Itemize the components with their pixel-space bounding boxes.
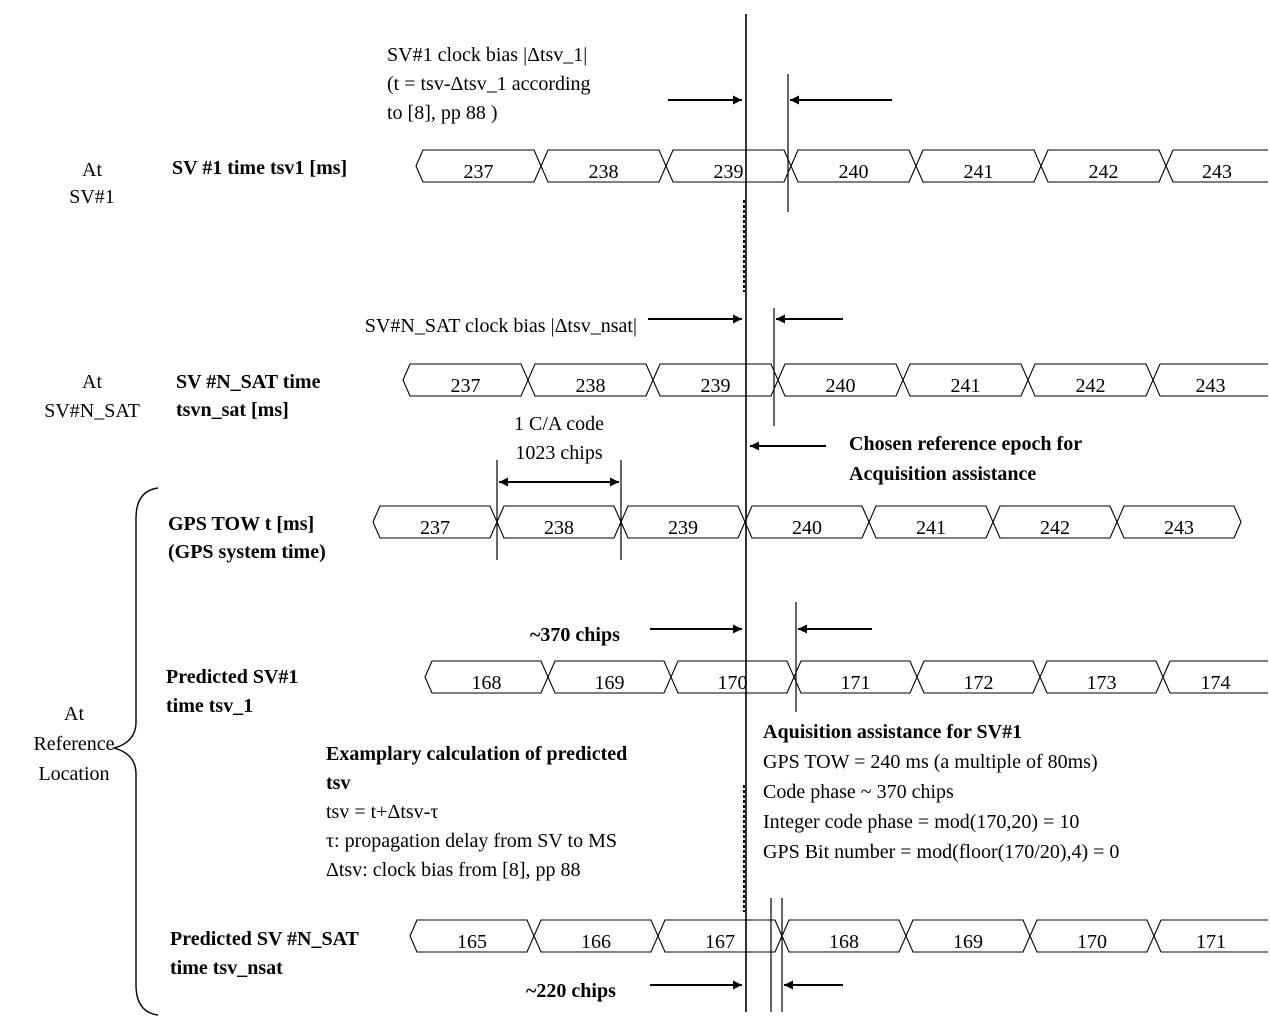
reference-label-line: Location [38, 763, 109, 785]
predicted-svn-timeline: 165 166 167 168 169 170 171 [409, 919, 1268, 953]
row-title: SV #1 time tsv1 [ms] [172, 157, 347, 179]
timeline-cell-label: 168 [472, 672, 502, 694]
reference-brace [111, 487, 159, 1016]
side-label-line: SV#1 [69, 186, 115, 208]
row-title: Predicted SV #N_SAT [170, 928, 360, 950]
timeline-cell-label: 172 [964, 672, 994, 694]
gps-tow-timeline: 237 238 239 240 241 242 243 [372, 505, 1242, 539]
chips-370-label: ~370 chips [530, 624, 620, 646]
row-title: Predicted SV#1 [166, 666, 298, 688]
timeline-cell-label: 166 [581, 931, 611, 953]
note-line: 1023 chips [515, 442, 602, 464]
timeline-cell [1162, 660, 1268, 694]
timeline-cell-label: 174 [1201, 672, 1231, 694]
assist-line: Integer code phase = mod(170,20) = 10 [763, 811, 1079, 833]
timeline-cell-label: 237 [451, 375, 481, 397]
note-line: Acquisition assistance [849, 463, 1036, 485]
example-title: tsv [326, 772, 350, 794]
timeline-cell [1153, 919, 1268, 953]
reference-label-line: Reference [33, 733, 114, 755]
timeline-cell-label: 243 [1164, 517, 1194, 539]
timeline-cell-label: 243 [1196, 375, 1226, 397]
row-title: GPS TOW t [ms] [168, 513, 314, 535]
timeline-cell-label: 238 [544, 517, 574, 539]
row-title: time tsv_nsat [170, 957, 283, 979]
timeline-cell-label: 241 [951, 375, 981, 397]
row-title: tsvn_sat [ms] [176, 399, 289, 421]
sv1-timeline: 237 238 239 240 241 242 243 [415, 149, 1268, 183]
timeline-cell-label: 237 [464, 161, 494, 183]
timeline-cell [1165, 149, 1268, 183]
timeline-cell-label: 240 [826, 375, 856, 397]
timeline-cell-label: 242 [1040, 517, 1070, 539]
assist-title: Aquisition assistance for SV#1 [763, 721, 1022, 743]
timeline-cell-label: 239 [701, 375, 731, 397]
svn-clock-bias-note: SV#N_SAT clock bias |Δtsv_nsat| [365, 315, 637, 337]
example-line: Δtsv: clock bias from [8], pp 88 [326, 859, 580, 881]
ca-code-note: 1 C/A code 1023 chips [514, 413, 604, 464]
reference-epoch-note: Chosen reference epoch for Acquisition a… [849, 433, 1082, 485]
sv1-clock-bias-note: SV#1 clock bias |Δtsv_1| (t = tsv-Δtsv_1… [387, 44, 591, 124]
sv1-side-label: At SV#1 [69, 159, 115, 208]
timeline-cell-label: 170 [1077, 931, 1107, 953]
note-line: Chosen reference epoch for [849, 433, 1082, 455]
timeline-cell-label: 240 [839, 161, 869, 183]
timeline-cell [1152, 363, 1268, 397]
timeline-cell-label: 242 [1076, 375, 1106, 397]
row-title: time tsv_1 [166, 695, 253, 717]
timeline-cell-label: 167 [705, 931, 735, 953]
reference-label-line: At [64, 703, 84, 725]
timeline-cell-label: 243 [1202, 161, 1232, 183]
example-calculation-block: Examplary calculation of predicted tsv t… [326, 743, 627, 881]
example-line: τ: propagation delay from SV to MS [326, 830, 617, 852]
note-line: to [8], pp 88 ) [387, 102, 498, 124]
assist-line: Code phase ~ 370 chips [763, 781, 954, 803]
timeline-cell-label: 170 [718, 672, 748, 694]
timeline-cell-label: 240 [792, 517, 822, 539]
assist-line: GPS Bit number = mod(floor(170/20),4) = … [763, 841, 1119, 863]
note-line: SV#1 clock bias |Δtsv_1| [387, 44, 587, 66]
timeline-cell-label: 171 [841, 672, 871, 694]
svn-side-label: At SV#N_SAT [44, 371, 140, 422]
svn-timeline: 237 238 239 240 241 242 243 [402, 363, 1268, 397]
timeline-cell-label: 238 [576, 375, 606, 397]
reference-location-label: At Reference Location [33, 703, 114, 785]
assist-line: GPS TOW = 240 ms (a multiple of 80ms) [763, 751, 1098, 773]
row-title: (GPS system time) [168, 541, 326, 563]
timeline-cell-label: 168 [829, 931, 859, 953]
side-label-line: At [82, 371, 102, 393]
example-line: tsv = t+Δtsv-τ [326, 801, 438, 823]
timeline-cell-label: 169 [953, 931, 983, 953]
predicted-sv1-timeline: 168 169 170 171 172 173 174 [424, 660, 1268, 694]
timeline-cell-label: 241 [964, 161, 994, 183]
timeline-cell-label: 171 [1196, 931, 1226, 953]
example-title: Examplary calculation of predicted [326, 743, 627, 765]
row-title: SV #N_SAT time [176, 371, 321, 393]
timeline-cell-label: 238 [589, 161, 619, 183]
timeline-cell-label: 239 [668, 517, 698, 539]
acquisition-assistance-block: Aquisition assistance for SV#1 GPS TOW =… [763, 721, 1119, 863]
side-label-line: At [82, 159, 102, 181]
note-line: 1 C/A code [514, 413, 604, 435]
timeline-cell-label: 237 [420, 517, 450, 539]
timeline-cell-label: 173 [1087, 672, 1117, 694]
note-line: (t = tsv-Δtsv_1 according [387, 73, 591, 95]
side-label-line: SV#N_SAT [44, 400, 140, 422]
timeline-cell [1116, 505, 1242, 539]
timeline-cell-label: 169 [595, 672, 625, 694]
chips-220-label: ~220 chips [526, 980, 616, 1002]
timeline-cell-label: 241 [916, 517, 946, 539]
timeline-cell-label: 242 [1089, 161, 1119, 183]
timeline-cell-label: 165 [457, 931, 487, 953]
timeline-cell-label: 239 [714, 161, 744, 183]
